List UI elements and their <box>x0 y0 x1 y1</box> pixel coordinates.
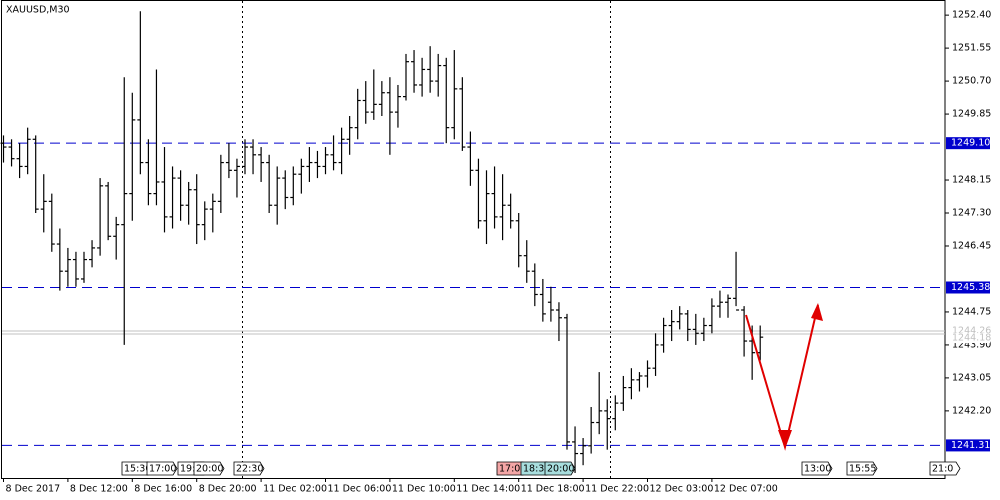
event-label: 13:00 <box>804 464 831 475</box>
y-tick-label: 1242.20 <box>952 405 991 416</box>
price-label: 1244.26 <box>952 325 991 336</box>
price-label-box <box>946 333 990 344</box>
x-tick-label: 11 Dec 22:00 <box>585 484 649 495</box>
y-tick-label: 1247.30 <box>952 208 991 219</box>
event-box <box>146 461 178 476</box>
event-box <box>929 461 961 476</box>
x-tick-label: 12 Dec 03:00 <box>650 484 714 495</box>
event-box <box>846 461 878 476</box>
event-label: 17:00 <box>499 464 526 475</box>
price-label-box <box>946 325 990 336</box>
event-box <box>544 461 576 476</box>
event-box <box>193 461 225 476</box>
arrow-head <box>811 303 823 321</box>
event-box <box>233 461 265 476</box>
x-tick-label: 11 Dec 10:00 <box>392 484 456 495</box>
y-tick-label: 1243.90 <box>952 339 991 350</box>
plot: 1252.40 1251.55 1250.70 1249.85 1248.15 1247.… <box>0 10 991 495</box>
x-tick-label: 12 Dec 07:00 <box>714 484 778 495</box>
x-tick-label: 11 Dec 06:00 <box>328 484 392 495</box>
event-label: 21:0 <box>932 464 953 475</box>
y-tick-label: 1243.05 <box>952 372 991 383</box>
level-label: 1249.10 <box>951 138 990 149</box>
event-label: 20:00 <box>196 464 223 475</box>
event-label: 18:30 <box>523 464 550 475</box>
x-tick-label: 11 Dec 02:00 <box>263 484 327 495</box>
y-tick-label: 1246.45 <box>952 240 991 251</box>
event-label: 15:55 <box>849 464 876 475</box>
x-tick-label: 11 Dec 14:00 <box>456 484 520 495</box>
y-tick-label: 1249.85 <box>952 109 991 120</box>
y-tick-label: 1252.40 <box>952 10 991 21</box>
x-tick-label: 8 Dec 12:00 <box>70 484 128 495</box>
plot-frame <box>1 0 946 479</box>
event-label: 17:00 <box>149 464 176 475</box>
y-tick-label: 1244.75 <box>952 306 991 317</box>
y-tick-label: 1251.55 <box>952 43 991 54</box>
chart-title: XAUUSD,M30 <box>6 5 70 16</box>
x-tick-label: 8 Dec 20:00 <box>199 484 257 495</box>
y-tick-label: 1248.15 <box>952 175 991 186</box>
event-box <box>801 461 833 476</box>
event-label: 19: <box>180 464 195 475</box>
arrow-head <box>778 430 792 449</box>
x-tick-label: 8 Dec 2017 <box>6 484 61 495</box>
x-tick-label: 8 Dec 16:00 <box>134 484 192 495</box>
price-label: 1244.18 <box>952 333 991 344</box>
event-label: 22:30 <box>236 464 263 475</box>
y-tick-label: 1250.70 <box>952 76 991 87</box>
level-label-box <box>946 281 990 294</box>
level-label-box <box>946 439 990 452</box>
level-label-box <box>946 137 990 150</box>
level-label: 1245.38 <box>951 282 990 293</box>
x-tick-label: 11 Dec 18:00 <box>521 484 585 495</box>
event-label: 15:30 <box>124 464 151 475</box>
event-label: 20:00 <box>547 464 574 475</box>
level-label: 1241.31 <box>951 440 990 451</box>
